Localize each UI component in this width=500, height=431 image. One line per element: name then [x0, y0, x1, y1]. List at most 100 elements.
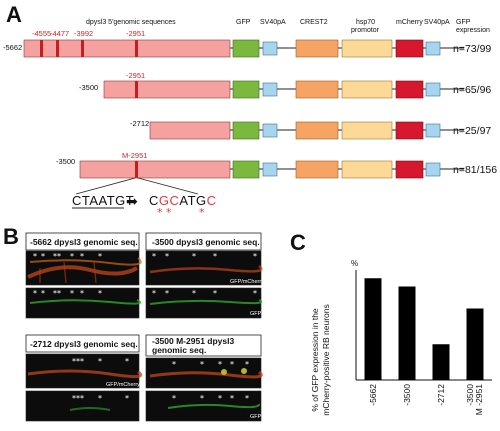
svg-text:*: * — [98, 289, 102, 298]
original-sequence: CTAATGT — [72, 193, 134, 208]
svg-text:*: * — [70, 289, 74, 298]
svg-text:*: * — [245, 394, 249, 403]
panel-b-label: B — [3, 224, 19, 249]
svg-text:*: * — [152, 252, 156, 261]
svg-text:*: * — [33, 289, 37, 298]
x-tick-label-1: -5662 — [368, 384, 378, 406]
svg-text:***: *** — [72, 394, 84, 403]
svg-text:*: * — [125, 357, 129, 366]
panel-c-label: C — [290, 230, 306, 255]
gfp-box — [232, 39, 260, 58]
merge-channel-label-3: GFP/mCherry — [106, 382, 140, 388]
x-tick-label-4: -3500M -2951 — [465, 384, 484, 415]
dpysl3-box — [23, 39, 231, 58]
row4-start: -3500 — [56, 157, 75, 166]
chart-bars — [364, 278, 484, 380]
crest2-header: CREST2 — [300, 19, 328, 26]
row4-site: M-2951 — [122, 151, 147, 160]
svg-text:-5662 dpysl3 genomic seq.: -5662 dpysl3 genomic seq. — [30, 237, 138, 247]
row1-start: -5662 — [3, 43, 22, 52]
svg-text:*: * — [125, 394, 129, 403]
image-panel-3500: -3500 dpysl3 genomic seq. * * * * * GFP/mChe… — [145, 232, 264, 319]
construct-row-4: M-2951 -3500 n=81/156 — [56, 151, 497, 179]
site-label-2951: -2951 — [126, 29, 145, 38]
site-label-4555: -4555 — [32, 29, 51, 38]
gfp-channel-label-2: GFP — [250, 311, 262, 317]
bar-2 — [398, 286, 416, 380]
image-panel-3500-m2951: -3500 M-2951 dpysl3 genomic seq. * * * * * *… — [145, 334, 263, 422]
svg-text:*: * — [33, 252, 37, 261]
site-label-3992: -3992 — [74, 29, 93, 38]
sv40pa-box — [262, 41, 278, 56]
svg-text:*: * — [80, 252, 84, 261]
svg-text:*: * — [253, 289, 257, 298]
gfp-expression-header: GFP — [456, 19, 471, 26]
hsp70-header: hsp70 — [356, 19, 375, 26]
svg-text:*: * — [165, 289, 169, 298]
svg-text:*: * — [230, 360, 234, 369]
mutation-star-2: * — [166, 206, 172, 219]
y-axis-title: % of GFP expression in the mCherry-posit… — [310, 304, 331, 415]
svg-text:*: * — [41, 289, 45, 298]
mutation-star-3: * — [199, 206, 205, 219]
svg-text:**: ** — [53, 252, 61, 261]
dpysl3-header: dpysl3 5'genomic sequences — [86, 19, 176, 26]
site-label-4477: -4477 — [50, 29, 69, 38]
row3-start: -2712 — [130, 119, 149, 128]
svg-text:*: * — [98, 357, 102, 366]
image-panel-2712: -2712 dpysl3 genomic seq. *** * * GFP/mChe… — [25, 334, 143, 422]
svg-text:*: * — [152, 289, 156, 298]
svg-text:*: * — [218, 394, 222, 403]
svg-text:*: * — [218, 360, 222, 369]
bar-1 — [364, 278, 382, 380]
svg-text:*: * — [70, 252, 74, 261]
svg-text:*: * — [41, 252, 45, 261]
svg-text:**: ** — [53, 289, 61, 298]
svg-text:*: * — [192, 289, 196, 298]
svg-text:*: * — [200, 360, 204, 369]
row1-ratio: n=73/99 — [453, 43, 491, 55]
y-axis-title-line-2: mCherry-positive RB neurons — [321, 304, 331, 415]
svg-text:*: * — [200, 394, 204, 403]
panel-a-label: A — [6, 2, 22, 27]
sv40pa-header-2: SV40pA — [424, 19, 450, 26]
svg-text:*: * — [98, 252, 102, 261]
row3-ratio: n=25/97 — [453, 125, 491, 137]
svg-text:*: * — [230, 394, 234, 403]
y-axis-title-line-1: % of GFP expression in the — [310, 308, 320, 412]
mutant-sequence: CGCATGC — [149, 193, 217, 208]
image-panel-5662: -5662 dpysl3 genomic seq. * * ** * * * * * ** * *… — [25, 232, 142, 319]
svg-text:***: *** — [72, 357, 84, 366]
hsp70-box — [341, 39, 393, 58]
svg-text:-3500 dpysl3 genomic seq.: -3500 dpysl3 genomic seq. — [152, 237, 260, 247]
bar-4 — [466, 308, 484, 380]
svg-text:*: * — [245, 360, 249, 369]
chart-x-ticks: -5662 -3500 -2712 -3500M -2951 — [368, 384, 484, 415]
svg-text:*: * — [192, 252, 196, 261]
arrow-icon: ➡ — [126, 194, 138, 210]
svg-text:*: * — [172, 394, 176, 403]
sv40pa-header-1: SV40pA — [260, 19, 286, 26]
row2-start: -3500 — [79, 83, 98, 92]
merge-channel-label-2: GFP/mCherry — [230, 279, 264, 285]
mcherry-box — [395, 39, 424, 58]
row2-site: -2951 — [126, 71, 145, 80]
svg-text:genomic seq.: genomic seq. — [152, 345, 206, 355]
svg-text:*: * — [213, 289, 217, 298]
svg-text:*: * — [165, 252, 169, 261]
gfp-channel-label-4: GFP — [250, 414, 262, 420]
crest2-box — [295, 39, 339, 58]
svg-text:*: * — [172, 360, 176, 369]
svg-text:*: * — [98, 394, 102, 403]
x-tick-label-3: -2712 — [436, 384, 446, 406]
bar-3 — [432, 344, 450, 380]
svg-text:-3500 M-2951 dpysl3: -3500 M-2951 dpysl3 — [152, 336, 234, 346]
construct-row-3: -2712 n=25/97 — [130, 119, 491, 140]
svg-text:*: * — [213, 252, 217, 261]
mutation-star-1: * — [157, 206, 163, 219]
construct-row-1: -5662 n=73/99 — [3, 39, 491, 58]
gfp-expression-header-2: expression — [456, 27, 490, 34]
promotor-header: promotor — [351, 27, 380, 34]
row2-ratio: n=65/96 — [453, 84, 491, 96]
